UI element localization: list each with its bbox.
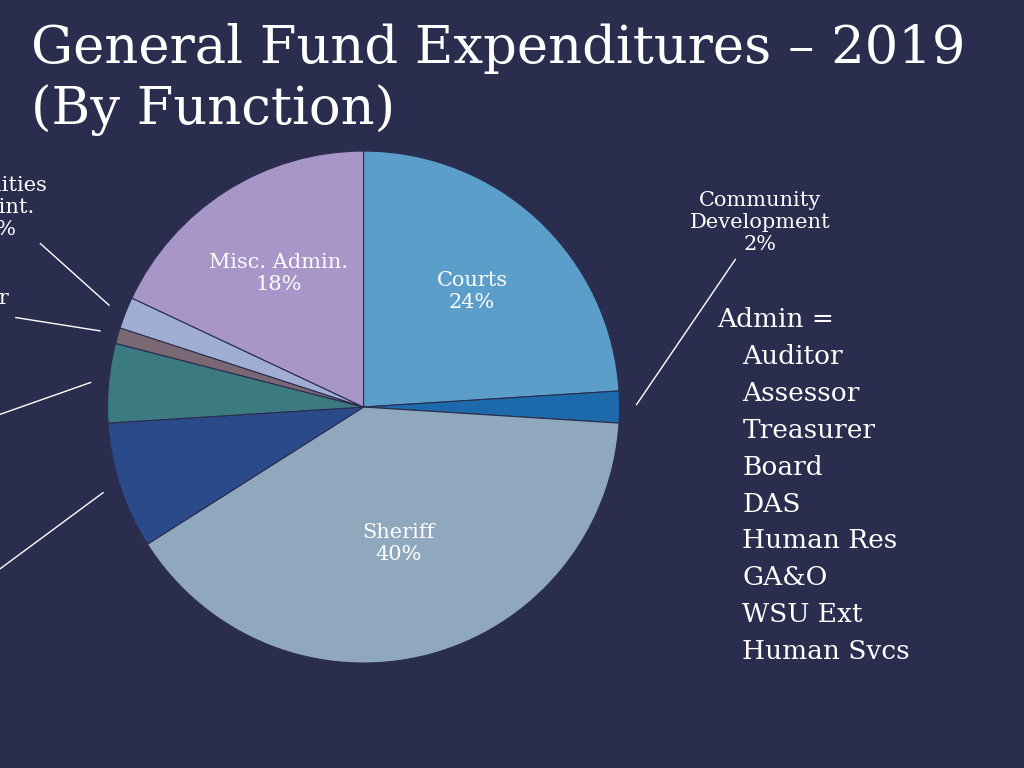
Text: Auditor: Auditor	[742, 344, 843, 369]
Text: Parks
5%: Parks 5%	[0, 382, 91, 458]
Wedge shape	[108, 343, 364, 423]
Text: Treasurer: Treasurer	[742, 418, 876, 443]
Text: Admin =: Admin =	[717, 307, 834, 333]
Text: Board: Board	[742, 455, 823, 480]
Text: WSU Ext: WSU Ext	[742, 602, 863, 627]
Text: Community
Development
2%: Community Development 2%	[637, 191, 830, 405]
Text: Sheriff
40%: Sheriff 40%	[362, 523, 435, 564]
Text: Human Svcs: Human Svcs	[742, 639, 910, 664]
Wedge shape	[364, 151, 620, 407]
Text: Human Res: Human Res	[742, 528, 898, 554]
Text: Facilities
Maint.
2%: Facilities Maint. 2%	[0, 176, 110, 306]
Wedge shape	[116, 328, 364, 407]
Text: General Fund Expenditures – 2019
(By Function): General Fund Expenditures – 2019 (By Fun…	[31, 23, 965, 136]
Text: Courts
24%: Courts 24%	[436, 271, 508, 312]
Wedge shape	[364, 391, 620, 423]
Text: Coroner
1%: Coroner 1%	[0, 290, 100, 331]
Wedge shape	[120, 298, 364, 407]
Text: GA&O: GA&O	[742, 565, 827, 591]
Wedge shape	[108, 407, 364, 545]
Text: Juvenile
8%: Juvenile 8%	[0, 492, 103, 627]
Wedge shape	[147, 407, 620, 663]
Text: Misc. Admin.
18%: Misc. Admin. 18%	[209, 253, 348, 293]
Text: Assessor: Assessor	[742, 381, 860, 406]
Wedge shape	[132, 151, 364, 407]
Text: DAS: DAS	[742, 492, 801, 517]
